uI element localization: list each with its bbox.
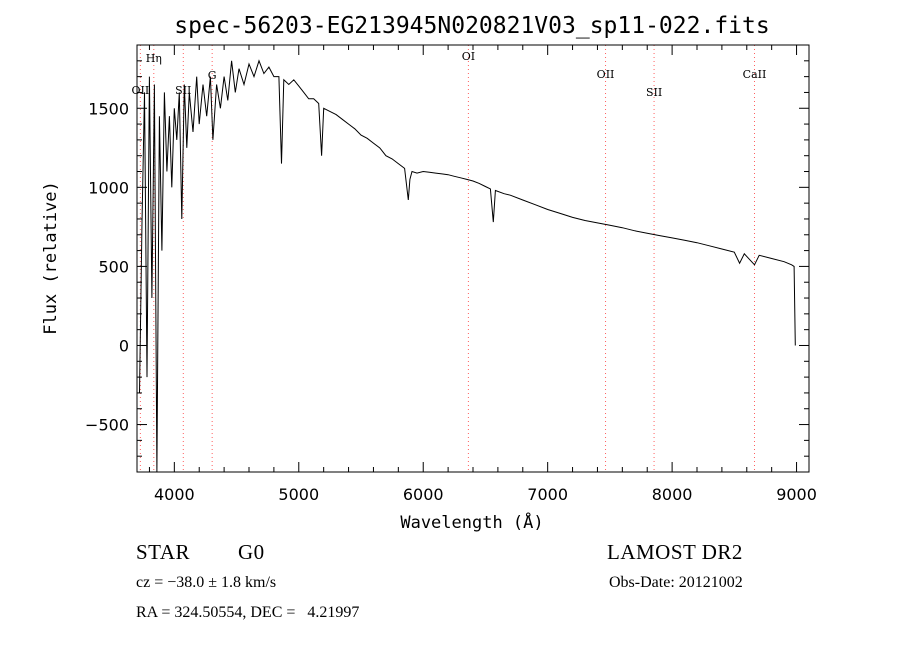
coordinates-text: RA = 324.50554, DEC = 4.21997: [136, 604, 360, 621]
y-tick-label: 500: [98, 257, 129, 276]
y-axis-ticks: −500 0 500 1000 1500: [85, 60, 809, 457]
line-marker-label: Hη: [146, 52, 162, 65]
chart-title: spec-56203-EG213945N020821V03_sp11-022.f…: [174, 13, 769, 39]
line-marker-label: SII: [646, 86, 662, 99]
line-marker-label: G: [208, 69, 217, 82]
obs-date: Obs-Date: 20121002: [609, 574, 743, 591]
x-tick-label: 6000: [403, 485, 444, 504]
velocity-text: cz = −38.0 ± 1.8 km/s: [136, 574, 277, 591]
y-tick-label: 1500: [88, 99, 129, 118]
x-tick-label: 7000: [527, 485, 568, 504]
x-tick-label: 9000: [776, 485, 817, 504]
x-axis-label: Wavelength (Å): [400, 511, 543, 533]
x-axis-ticks: 4000 5000 6000 7000 8000 9000: [148, 45, 817, 504]
survey-name: LAMOST DR2: [607, 540, 743, 564]
x-tick-label: 4000: [154, 485, 195, 504]
line-marker-label: OII: [597, 68, 615, 81]
x-tick-label: 8000: [652, 485, 693, 504]
y-tick-label: −500: [85, 416, 129, 435]
line-marker-label: CaII: [743, 68, 767, 81]
y-axis-label: Flux (relative): [41, 181, 61, 335]
y-tick-label: 0: [119, 336, 129, 355]
y-tick-label: 1000: [88, 178, 129, 197]
line-marker-label: OII: [132, 84, 150, 97]
plot-frame: [136, 44, 810, 473]
line-marker-label: OI: [462, 50, 475, 63]
object-class: STAR: [136, 540, 190, 564]
spectral-subclass: G0: [238, 540, 265, 564]
x-tick-label: 5000: [278, 485, 319, 504]
spectrum-line: [139, 59, 796, 473]
